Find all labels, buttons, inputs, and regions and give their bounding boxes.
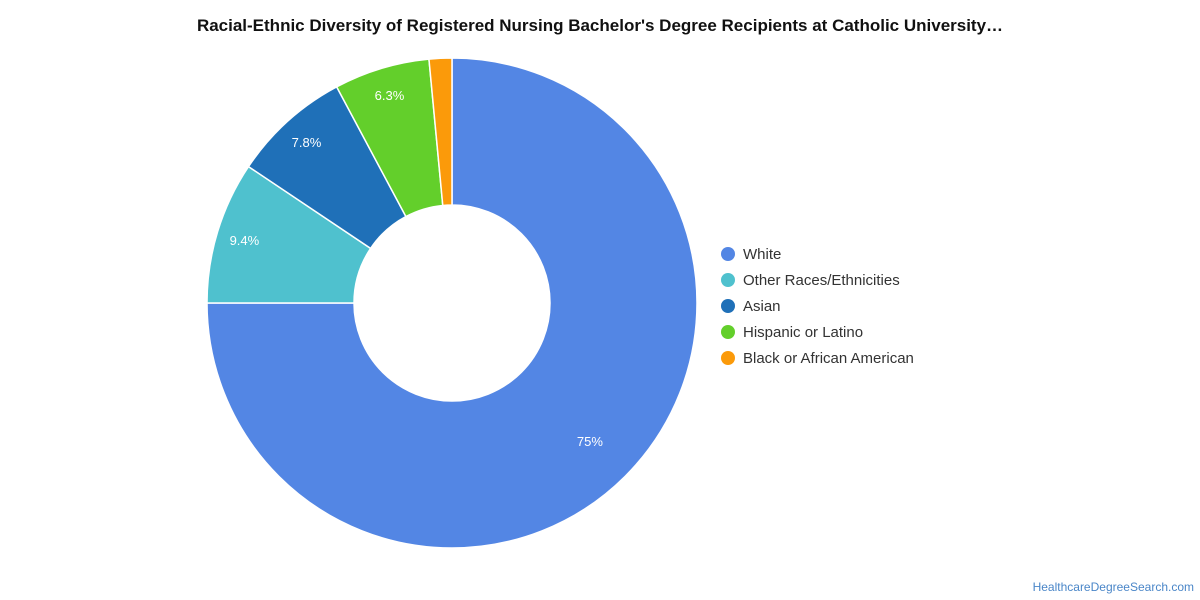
slice-label: 75%	[577, 434, 603, 449]
slice-label: 6.3%	[375, 88, 405, 103]
legend-item[interactable]: Asian	[721, 293, 914, 319]
legend-label: White	[743, 245, 782, 263]
chart-title: Racial-Ethnic Diversity of Registered Nu…	[196, 16, 1004, 35]
legend-label: Asian	[743, 297, 781, 315]
legend-label: Other Races/Ethnicities	[743, 271, 900, 289]
legend-swatch-icon	[721, 351, 735, 365]
slice-labels: 75% 9.4% 7.8% 6.3%	[230, 88, 604, 449]
legend-swatch-icon	[721, 247, 735, 261]
legend-label: Black or African American	[743, 349, 914, 367]
watermark[interactable]: HealthcareDegreeSearch.com	[1032, 580, 1194, 594]
slice-label: 9.4%	[230, 233, 260, 248]
legend-item[interactable]: Black or African American	[721, 345, 914, 371]
legend: White Other Races/Ethnicities Asian Hispani…	[721, 241, 914, 371]
legend-swatch-icon	[721, 273, 735, 287]
slice-label: 7.8%	[292, 135, 322, 150]
donut-slices	[206, 57, 698, 549]
legend-label: Hispanic or Latino	[743, 323, 864, 341]
slice-white[interactable]	[206, 57, 698, 549]
legend-item[interactable]: White	[721, 241, 914, 267]
legend-swatch-icon	[721, 299, 735, 313]
legend-item[interactable]: Hispanic or Latino	[721, 319, 914, 345]
legend-swatch-icon	[721, 325, 735, 339]
legend-item[interactable]: Other Races/Ethnicities	[721, 267, 914, 293]
slice-black-or-african-american[interactable]	[428, 57, 453, 207]
